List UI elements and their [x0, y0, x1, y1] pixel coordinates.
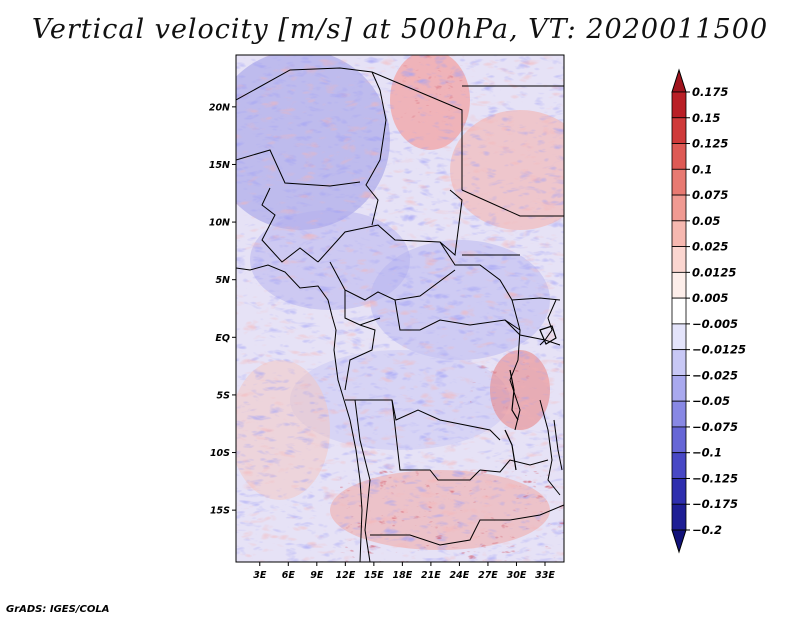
- lat-tick-label: 15S: [210, 506, 230, 517]
- colorbar-label: 0.025: [692, 240, 728, 254]
- colorbar-segment: [671, 297, 687, 325]
- colorbar-segment: [671, 375, 687, 402]
- lon-tick-label: 9E: [310, 570, 324, 581]
- colorbar-segment: [671, 452, 687, 479]
- colorbar-segment: [671, 143, 687, 170]
- colorbar-segment: [671, 271, 687, 299]
- chart-title: Vertical velocity [m/s] at 500hPa, VT: 2…: [31, 14, 769, 45]
- colorbar-label: −0.025: [692, 368, 738, 382]
- lon-tick-label: 21E: [421, 570, 441, 581]
- grads-credit: GrADS: IGES/COLA: [6, 604, 110, 615]
- lon-tick-label: 24E: [450, 570, 470, 581]
- colorbar-label: −0.075: [692, 420, 738, 434]
- colorbar-label: 0.15: [692, 111, 720, 125]
- colorbar-label: −0.2: [692, 523, 722, 537]
- colorbar-segment: [671, 91, 687, 119]
- colorbar-label: 0.1: [692, 162, 712, 176]
- colorbar: 0.175 0.15 0.125 0.1 0.075 0.05 0.025 0.0125 0.0…: [671, 68, 746, 554]
- lon-tick-label: 15E: [364, 570, 384, 581]
- latitude-axis: 20N 15N 10N 5N EQ 5S 10S 15S: [209, 102, 236, 517]
- lat-tick-label: 5S: [217, 390, 231, 401]
- colorbar-label: 0.05: [692, 214, 720, 228]
- lat-tick-label: 20N: [209, 102, 230, 113]
- lon-tick-label: 18E: [393, 570, 413, 581]
- colorbar-segment: [671, 478, 687, 505]
- lat-tick-label: 10S: [210, 448, 230, 459]
- colorbar-segment: [671, 168, 687, 196]
- colorbar-label: 0.005: [692, 291, 728, 305]
- lon-tick-label: 27E: [478, 570, 498, 581]
- colorbar-label: 0.125: [692, 137, 728, 151]
- colorbar-label: −0.175: [692, 497, 738, 511]
- colorbar-label: −0.125: [692, 471, 738, 485]
- colorbar-segment: [671, 194, 687, 222]
- lon-tick-label: 6E: [282, 570, 296, 581]
- lon-tick-label: 30E: [507, 570, 527, 581]
- colorbar-segment: [671, 117, 687, 144]
- lat-tick-label: 10N: [209, 218, 230, 229]
- lakes: [504, 325, 557, 471]
- colorbar-segment: [671, 503, 687, 531]
- colorbar-label: −0.005: [692, 317, 738, 331]
- longitude-axis: 3E 6E 9E 12E 15E 18E 21E 24E 27E 30E 33E: [253, 562, 555, 581]
- colorbar-segment: [671, 220, 687, 247]
- colorbar-segment: [671, 349, 687, 376]
- colorbar-segment: [671, 246, 687, 273]
- vertical-velocity-field: [236, 55, 564, 562]
- colorbar-label: −0.05: [692, 394, 730, 408]
- colorbar-label: 0.0125: [692, 265, 736, 279]
- colorbar-segment: [671, 400, 687, 428]
- colorbar-min-arrow: [671, 529, 687, 554]
- colorbar-segment: [671, 323, 687, 351]
- colorbar-label: −0.1: [692, 446, 722, 460]
- colorbar-segment: [671, 426, 687, 454]
- country-borders: [236, 67, 564, 562]
- colorbar-label: 0.175: [692, 85, 728, 99]
- lat-tick-label: 15N: [209, 160, 230, 171]
- colorbar-label: 0.075: [692, 188, 728, 202]
- lon-tick-label: 33E: [535, 570, 555, 581]
- map-frame: [235, 54, 565, 563]
- lon-tick-label: 12E: [335, 570, 355, 581]
- colorbar-label: −0.0125: [692, 343, 746, 357]
- colorbar-max-arrow: [671, 68, 687, 93]
- lat-tick-label: 5N: [215, 275, 230, 286]
- lon-tick-label: 3E: [253, 570, 267, 581]
- lat-tick-label: EQ: [215, 333, 230, 344]
